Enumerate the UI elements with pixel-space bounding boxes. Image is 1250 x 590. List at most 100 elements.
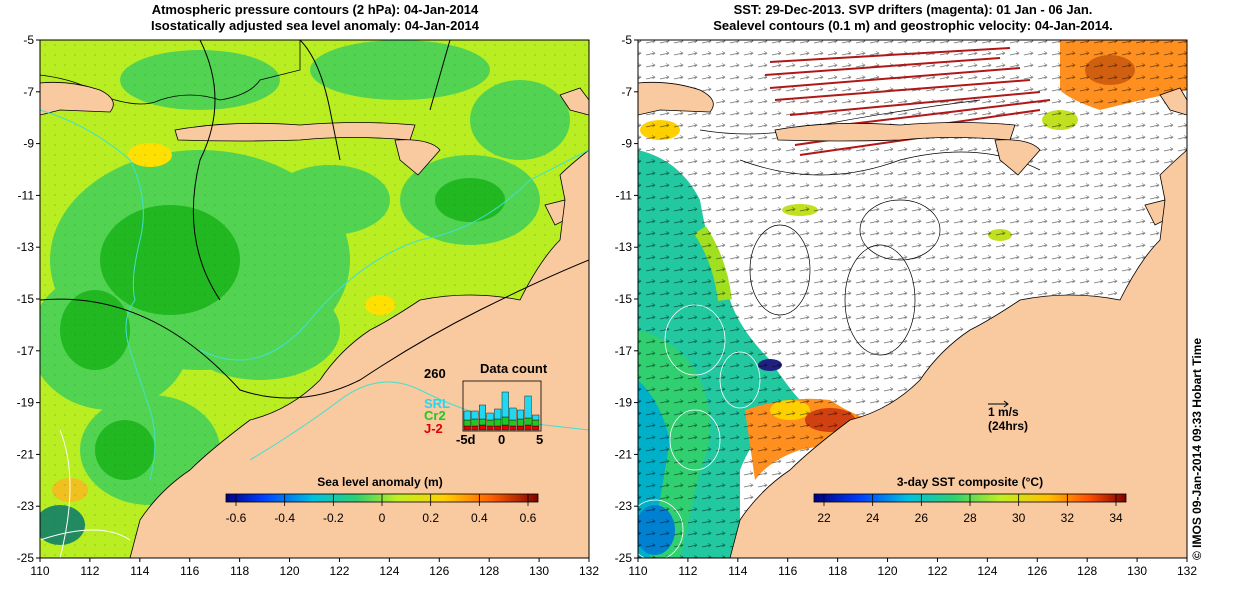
inset-bar bbox=[532, 419, 540, 427]
right-panel-title: SST: 29-Dec-2013. SVP drifters (magenta)… bbox=[638, 2, 1188, 34]
left-lat-label: -25 bbox=[17, 551, 35, 565]
inset-bar bbox=[494, 425, 502, 431]
right-lat-label: -23 bbox=[615, 499, 633, 513]
data-count-inset: Data count 260 SRL Cr2 J-2 -5d 0 5 bbox=[424, 361, 548, 447]
inset-bar bbox=[517, 409, 525, 420]
left-lon-label: 130 bbox=[529, 564, 549, 578]
sst-white-contours bbox=[638, 304, 761, 558]
inset-bar bbox=[486, 412, 494, 421]
left-lat-label: -21 bbox=[17, 447, 35, 461]
right-lat-label: -13 bbox=[615, 240, 633, 254]
left-lat-label: -15 bbox=[17, 292, 35, 306]
inset-bar bbox=[524, 424, 532, 431]
left-lon-label: 112 bbox=[80, 564, 99, 578]
right-lon-label: 126 bbox=[1027, 564, 1047, 578]
right-lat-label: -25 bbox=[615, 551, 633, 565]
inset-title: Data count bbox=[480, 361, 548, 376]
right-lon-label: 132 bbox=[1177, 564, 1197, 578]
left-lon-label: 114 bbox=[130, 564, 149, 578]
left-lon-label: 120 bbox=[280, 564, 300, 578]
inset-bar bbox=[501, 391, 509, 418]
inset-max-label: 260 bbox=[424, 366, 446, 381]
inset-bar bbox=[486, 419, 494, 427]
left-lat-label: -19 bbox=[17, 396, 35, 410]
right-title-line1: SST: 29-Dec-2013. SVP drifters (magenta)… bbox=[733, 2, 1093, 17]
land-left bbox=[40, 40, 589, 558]
right-lat-label: -21 bbox=[615, 447, 633, 461]
sla-colorbar-title: Sea level anomaly (m) bbox=[317, 475, 442, 489]
inset-bar bbox=[471, 425, 479, 431]
sst-colorbar-label: 32 bbox=[1061, 511, 1075, 525]
inset-bar bbox=[471, 410, 479, 420]
inset-bar bbox=[479, 404, 487, 420]
right-lat-label: -11 bbox=[616, 188, 633, 202]
right-axes: 110 112 114 116 118 120 122 124 126 128 130 132 -5 -7… bbox=[615, 33, 1198, 578]
sst-colorbar-label: 26 bbox=[915, 511, 929, 525]
right-lon-label: 124 bbox=[977, 564, 997, 578]
inset-bar bbox=[517, 418, 525, 427]
inset-bar bbox=[532, 425, 540, 431]
right-lon-label: 120 bbox=[878, 564, 898, 578]
left-lon-label: 128 bbox=[479, 564, 499, 578]
inset-mission-cr2: Cr2 bbox=[424, 408, 446, 423]
right-lon-label: 122 bbox=[927, 564, 947, 578]
sla-colorbar-label: 0.2 bbox=[422, 511, 439, 525]
right-lat-label: -15 bbox=[615, 292, 633, 306]
inset-bar bbox=[463, 410, 471, 421]
land-right bbox=[638, 81, 1187, 558]
sst-colorbar-label: 28 bbox=[963, 511, 977, 525]
right-lat-label: -19 bbox=[615, 396, 633, 410]
left-lat-label: -7 bbox=[23, 85, 34, 99]
inset-bar bbox=[524, 395, 532, 419]
right-lon-label: 114 bbox=[728, 564, 747, 578]
inset-bar bbox=[463, 419, 471, 427]
right-title-line2: Sealevel contours (0.1 m) and geostrophi… bbox=[713, 18, 1113, 33]
sst-colorbar-label: 24 bbox=[866, 511, 880, 525]
left-lon-label: 132 bbox=[579, 564, 599, 578]
inset-bar bbox=[471, 418, 479, 427]
imos-credit: © IMOS 09-Jan-2014 09:33 Hobart Time bbox=[1190, 337, 1204, 560]
sla-colorbar-label: 0.4 bbox=[471, 511, 488, 525]
contours-left bbox=[40, 40, 589, 558]
velocity-scale: 1 m/s (24hrs) bbox=[988, 400, 1028, 433]
sst-colorbar-label: 34 bbox=[1109, 511, 1123, 525]
inset-bar bbox=[479, 418, 487, 426]
left-title-line1: Atmospheric pressure contours (2 hPa): 0… bbox=[151, 2, 479, 17]
inset-bar bbox=[509, 419, 517, 427]
scale-label-period: (24hrs) bbox=[988, 419, 1028, 433]
left-lon-label: 118 bbox=[230, 564, 249, 578]
sst-colorbar-label: 30 bbox=[1012, 511, 1026, 525]
right-lon-label: 112 bbox=[678, 564, 697, 578]
left-title-line2: Isostatically adjusted sea level anomaly… bbox=[150, 18, 480, 33]
left-lat-label: -9 bbox=[23, 137, 34, 151]
sla-colorbar-label: -0.6 bbox=[226, 511, 247, 525]
inset-bar bbox=[501, 416, 509, 426]
inset-bar bbox=[494, 418, 502, 427]
inset-bars bbox=[463, 391, 540, 431]
left-lon-label: 122 bbox=[329, 564, 349, 578]
left-map-plot bbox=[40, 40, 589, 558]
inset-bar bbox=[486, 425, 494, 431]
left-lon-label: 126 bbox=[429, 564, 449, 578]
inset-bar bbox=[517, 425, 525, 431]
right-lon-label: 128 bbox=[1077, 564, 1097, 578]
sla-colorbar-label: 0 bbox=[379, 511, 386, 525]
right-lon-label: 130 bbox=[1127, 564, 1147, 578]
right-lon-label: 118 bbox=[828, 564, 847, 578]
inset-bar bbox=[501, 424, 509, 431]
left-lat-label: -13 bbox=[17, 240, 35, 254]
inset-x-label-minus5: -5d bbox=[456, 432, 476, 447]
right-lat-label: -17 bbox=[615, 344, 633, 358]
inset-x-label-5: 5 bbox=[536, 432, 543, 447]
left-lat-label: -11 bbox=[18, 188, 35, 202]
sst-colorbar-label: 22 bbox=[817, 511, 831, 525]
inset-mission-srl: SRL bbox=[424, 396, 450, 411]
inset-mission-j2: J-2 bbox=[424, 421, 443, 436]
sla-colorbar-label: 0.6 bbox=[520, 511, 537, 525]
inset-bar bbox=[509, 425, 517, 431]
left-lon-label: 116 bbox=[180, 564, 199, 578]
sla-colorbar-label: -0.2 bbox=[323, 511, 344, 525]
right-lat-label: -7 bbox=[621, 85, 632, 99]
right-map-plot bbox=[638, 40, 1187, 558]
